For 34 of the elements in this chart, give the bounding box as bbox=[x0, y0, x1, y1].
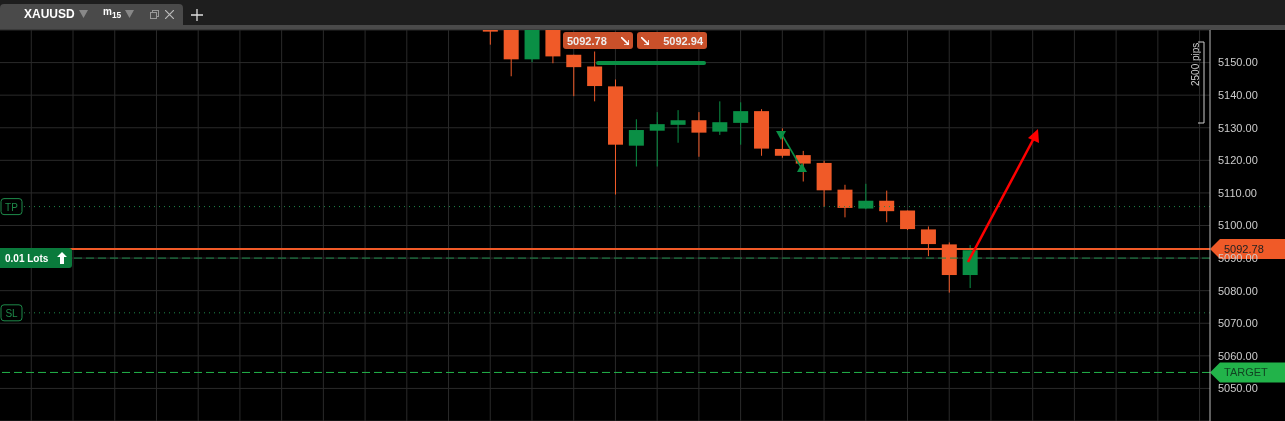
candlestick bbox=[712, 100, 728, 136]
ref-line-label: 5092.78 bbox=[1224, 243, 1264, 256]
candlestick bbox=[774, 127, 790, 159]
y-tick-label: 5050.00 bbox=[1218, 382, 1258, 395]
candlestick bbox=[628, 118, 644, 168]
ref-line-label: SL bbox=[5, 307, 19, 319]
candlestick bbox=[733, 101, 749, 146]
candlestick bbox=[837, 184, 853, 218]
candlestick bbox=[795, 150, 811, 183]
annotation: 0.01 Lots bbox=[0, 248, 72, 269]
annotation: 5092.78 bbox=[567, 34, 607, 47]
annotation: 2500 pips bbox=[1190, 41, 1201, 86]
candlestick bbox=[566, 54, 582, 97]
y-tick-label: 5150.00 bbox=[1218, 56, 1258, 69]
y-tick-label: 5110.00 bbox=[1218, 186, 1257, 199]
candlestick bbox=[649, 111, 665, 168]
y-tick-label: 5130.00 bbox=[1218, 121, 1258, 134]
candlestick bbox=[691, 111, 707, 158]
y-tick-label: 5100.00 bbox=[1218, 219, 1258, 232]
annotation: 5092.94 bbox=[663, 34, 703, 47]
candlestick bbox=[670, 109, 686, 144]
candlestick bbox=[858, 183, 874, 210]
y-tick-label: 5070.00 bbox=[1218, 317, 1258, 330]
candlestick bbox=[879, 190, 895, 223]
chart-subtitle: m$_{15}$ bbox=[103, 6, 122, 20]
candlestick bbox=[482, 30, 498, 46]
y-tick-label: 5120.00 bbox=[1218, 154, 1258, 167]
y-tick-label: 5140.00 bbox=[1218, 89, 1258, 102]
ref-line-label: TARGET bbox=[1224, 366, 1269, 379]
candlestick bbox=[587, 51, 603, 102]
y-tick-label: 5080.00 bbox=[1218, 284, 1258, 297]
chart-title: XAUUSD bbox=[24, 7, 75, 21]
y-tick-label: 5060.00 bbox=[1218, 349, 1258, 362]
ref-line-label: TP bbox=[5, 201, 19, 213]
